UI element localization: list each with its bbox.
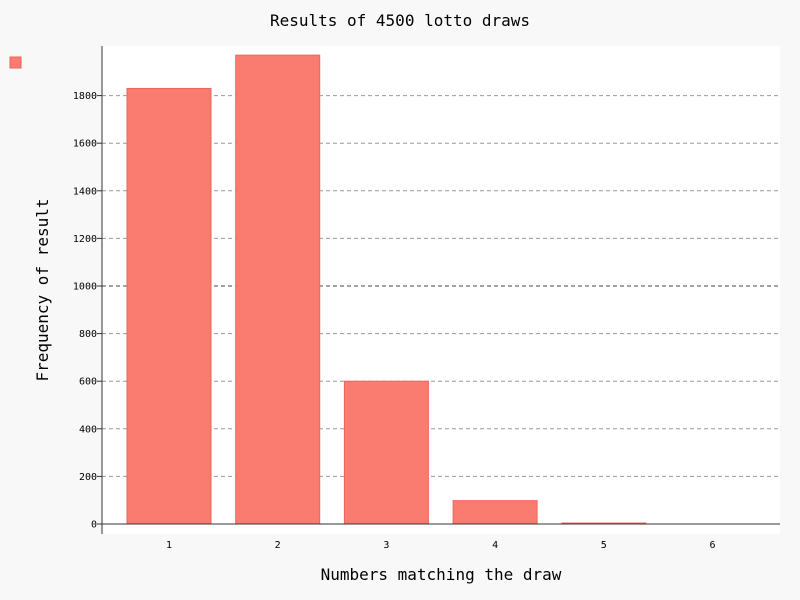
- gridlines: [102, 95, 780, 477]
- y-tick-label: 1200: [73, 234, 97, 245]
- y-tick-label: 600: [79, 377, 97, 388]
- x-tick-label: 4: [492, 540, 498, 551]
- x-axis-ticks: 1 2 3 4 5 6: [166, 540, 716, 551]
- x-tick-label: 3: [383, 540, 389, 551]
- bar-3: [343, 380, 429, 525]
- bar-2: [235, 54, 321, 525]
- plot-background: [102, 46, 780, 534]
- x-tick-label: 2: [275, 540, 281, 551]
- y-tick-label: 400: [79, 424, 97, 435]
- x-tick-label: 6: [709, 540, 715, 551]
- y-tick-label: 1000: [73, 282, 97, 293]
- x-axis-title: Numbers matching the draw: [321, 565, 562, 584]
- y-axis-ticks: 0 200 400 600 800 1000 1200 1400 1600 1800: [73, 91, 102, 531]
- y-tick-label: 1800: [73, 91, 97, 102]
- x-tick-label: 1: [166, 540, 172, 551]
- bars: [126, 54, 647, 525]
- y-tick-label: 800: [79, 329, 97, 340]
- y-tick-label: 1400: [73, 186, 97, 197]
- legend-swatch: [9, 56, 22, 69]
- y-tick-label: 1600: [73, 139, 97, 150]
- bar-4: [452, 500, 538, 525]
- y-axis-title: Frequency of result: [33, 198, 52, 381]
- y-tick-label: 200: [79, 472, 97, 483]
- y-tick-label: 0: [91, 520, 97, 531]
- x-tick-label: 5: [601, 540, 607, 551]
- chart-title: Results of 4500 lotto draws: [270, 11, 530, 30]
- bar-1: [126, 87, 212, 525]
